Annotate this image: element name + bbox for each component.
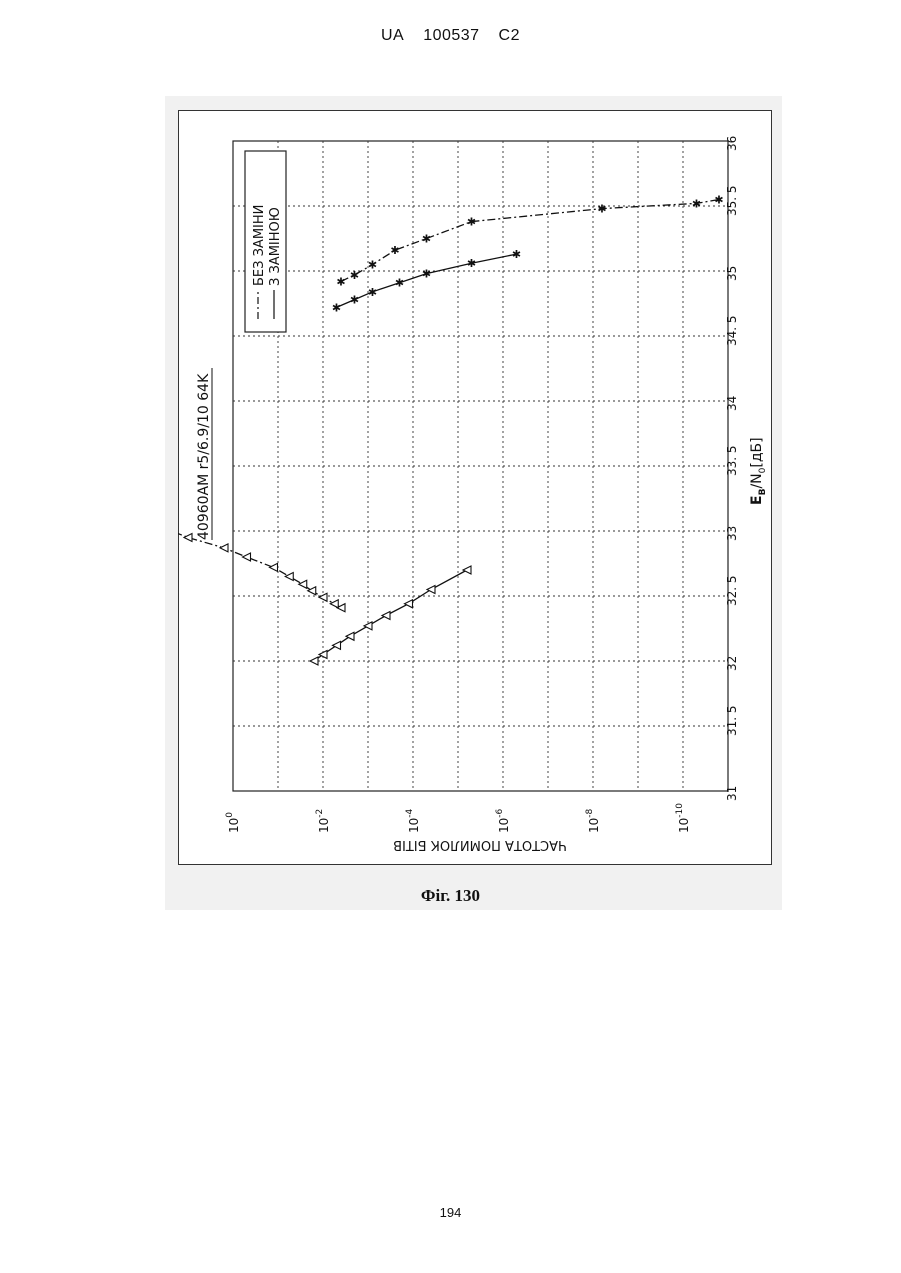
y-tick-label: 10-2 [315, 809, 331, 833]
series-point-2: ✱ [422, 233, 431, 246]
series-line-3 [337, 254, 517, 307]
series-line-2 [341, 200, 719, 282]
x-tick-label: 31. 5 [725, 705, 739, 736]
series-point-0 [299, 580, 307, 588]
document-header: UA 100537 C2 [0, 27, 901, 45]
series-point-0 [285, 573, 293, 581]
series-point-2: ✱ [467, 216, 476, 229]
series-point-0 [319, 593, 327, 601]
y-tick-label: 10-8 [585, 808, 601, 833]
chart-title: 40960AM r5/6.9/10 64K [196, 373, 212, 540]
x-tick-label: 35. 5 [725, 185, 739, 216]
series-point-1 [427, 586, 435, 594]
y-tick-label: 10-6 [495, 808, 511, 833]
y-tick-label: 10-10 [675, 803, 691, 833]
grid-lines [233, 141, 728, 791]
x-tick-label: 34 [725, 396, 739, 411]
y-tick-label: 100 [225, 812, 241, 833]
x-tick-label: 33 [725, 526, 739, 541]
series-point-2: ✱ [350, 269, 359, 282]
series-point-2: ✱ [390, 244, 399, 257]
series-point-1 [333, 641, 341, 649]
series-point-0 [220, 544, 228, 552]
series-point-1 [346, 632, 354, 640]
x-tick-label: 36 [725, 136, 739, 151]
series-point-1 [364, 622, 372, 630]
series-point-3: ✱ [350, 294, 359, 307]
figure-caption: Фіг. 130 [0, 886, 901, 906]
x-tick-label: 34. 5 [725, 315, 739, 346]
country-code: UA [381, 27, 404, 44]
series-point-3: ✱ [422, 268, 431, 281]
legend-label-no-swap: БЕЗ ЗАМІНИ [252, 205, 267, 286]
series-point-3: ✱ [332, 301, 341, 314]
series-point-2: ✱ [336, 275, 345, 288]
patent-number: 100537 [423, 27, 479, 44]
x-tick-label: 31 [725, 786, 739, 801]
x-tick-label: 32. 5 [725, 575, 739, 606]
series-point-3: ✱ [512, 248, 521, 261]
series-point-1 [382, 612, 390, 620]
series-point-0 [243, 553, 251, 561]
series-point-2: ✱ [368, 259, 377, 272]
document-kind: C2 [499, 27, 520, 44]
series-point-3: ✱ [368, 286, 377, 299]
series-point-0 [330, 600, 338, 608]
x-tick-label: 35 [725, 266, 739, 281]
y-axis-label: ЧАСТОТА ПОМИЛОК БІТІВ [393, 837, 567, 852]
page-number: 194 [0, 1205, 901, 1220]
x-axis-label: EB/N0[дБ] [749, 437, 768, 505]
y-tick-label: 10-4 [405, 808, 421, 833]
legend: БЕЗ ЗАМІНИ З ЗАМІНОЮ [245, 151, 286, 332]
series-point-1 [463, 566, 471, 574]
x-tick-label: 33. 5 [725, 445, 739, 476]
series-point-0 [184, 534, 192, 542]
series-point-3: ✱ [467, 257, 476, 270]
series-point-2: ✱ [692, 197, 701, 210]
series-point-2: ✱ [714, 194, 723, 207]
series-point-0 [270, 563, 278, 571]
x-tick-label: 32 [725, 656, 739, 671]
series-point-2: ✱ [597, 203, 606, 216]
y-tick-labels: 100 10-2 10-4 10-6 10-8 10-10 [225, 803, 691, 833]
ber-chart: 31 31. 5 32 32. 5 33 33. 5 34 34. 5 35 35. 5 36 10… [178, 110, 772, 865]
x-tick-labels: 31 31. 5 32 32. 5 33 33. 5 34 34. 5 35 35. 5 36 [725, 136, 739, 801]
legend-label-with-swap: З ЗАМІНОЮ [268, 207, 283, 286]
series-point-1 [405, 600, 413, 608]
series-point-3: ✱ [395, 277, 404, 290]
series-point-1 [310, 657, 318, 665]
